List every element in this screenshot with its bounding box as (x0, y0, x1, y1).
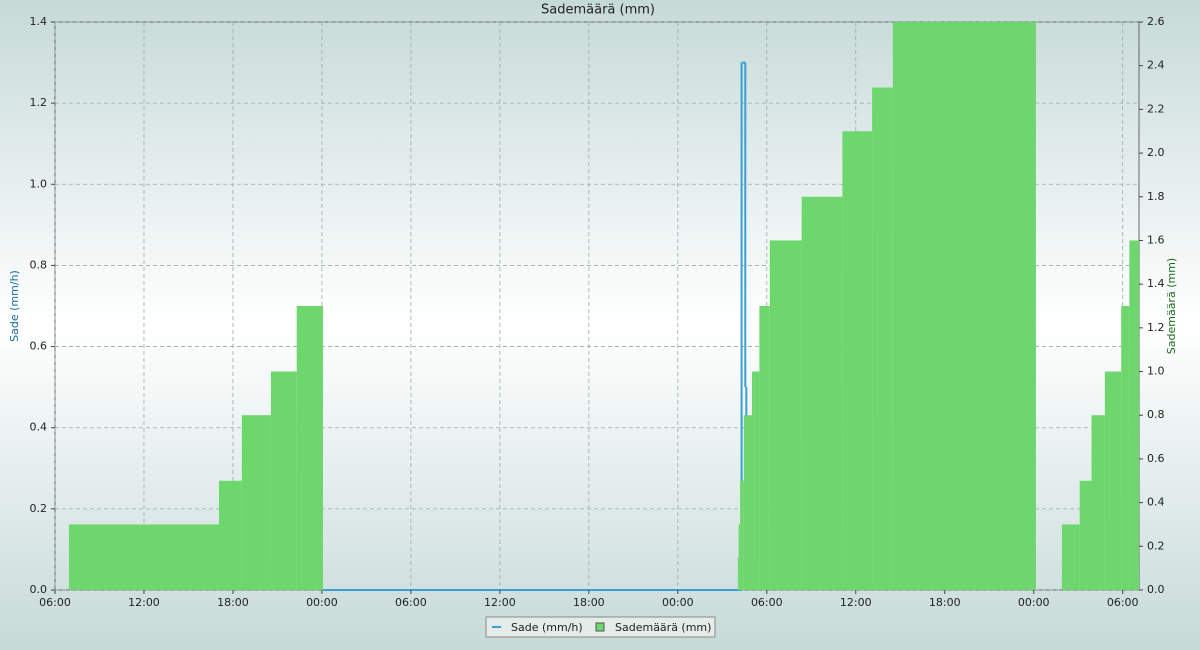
y-tick-label: 1.4 (30, 15, 48, 28)
y-tick-label: 0.4 (30, 421, 48, 434)
y-tick-label: 0.8 (30, 258, 48, 271)
y2-tick-label: 0.0 (1147, 583, 1165, 596)
y2-tick-label: 2.0 (1147, 146, 1165, 159)
area-step (68, 524, 220, 590)
y-axis-label: Sade (mm/h) (8, 270, 21, 342)
x-tick-label: 12:00 (484, 596, 516, 609)
y-tick-label: 1.0 (30, 177, 48, 190)
series-layer (68, 22, 1139, 591)
area-step (1129, 240, 1139, 590)
area-step (842, 131, 873, 590)
x-tick-label: 12:00 (128, 596, 160, 609)
area-step (892, 22, 1036, 590)
x-tick-label: 18:00 (217, 596, 249, 609)
y2-tick-label: 0.8 (1147, 408, 1165, 421)
area-step (241, 415, 271, 590)
x-tick-label: 18:00 (929, 596, 961, 609)
area-step (769, 240, 802, 590)
area-step (737, 557, 739, 590)
area-step (270, 371, 297, 590)
x-tick-label: 06:00 (39, 596, 71, 609)
y2-axis-label: Sademäärä (mm) (1165, 258, 1178, 354)
x-tick-label: 18:00 (573, 596, 605, 609)
x-tick-label: 06:00 (395, 596, 427, 609)
area-step (1104, 371, 1122, 590)
y-tick-label: 0.2 (30, 502, 48, 515)
y-tick-label: 0.6 (30, 340, 48, 353)
y2-tick-label: 0.6 (1147, 452, 1165, 465)
area-step (1121, 306, 1130, 590)
x-tick-label: 06:00 (1107, 596, 1139, 609)
area-step (743, 415, 752, 590)
area-step (751, 371, 760, 590)
x-tick-label: 00:00 (662, 596, 694, 609)
y2-tick-label: 2.4 (1147, 59, 1165, 72)
area-step (801, 196, 843, 590)
axes: 0.0 0.2 0.4 0.6 0.8 1.0 1.2 1.4 0.0 0.2 0.4 0.6 0.8 1… (30, 15, 1165, 634)
x-tick-label: 00:00 (1018, 596, 1050, 609)
legend-swatch (595, 622, 605, 632)
y2-tick-label: 1.4 (1147, 277, 1165, 290)
y2-tick-label: 1.8 (1147, 190, 1165, 203)
x-tick-label: 00:00 (306, 596, 338, 609)
y2-tick-label: 1.2 (1147, 321, 1165, 334)
y2-tick-label: 0.4 (1147, 496, 1165, 509)
y-tick-label: 0.0 (30, 583, 48, 596)
y2-tick-label: 1.0 (1147, 365, 1165, 378)
area-step (296, 306, 323, 590)
area-step (740, 480, 744, 590)
legend-label: Sademäärä (mm) (615, 621, 711, 634)
y2-tick-label: 2.6 (1147, 15, 1165, 28)
x-tick-label: 12:00 (840, 596, 872, 609)
area-step (759, 306, 770, 590)
area-step (1061, 524, 1080, 590)
y-tick-label: 1.2 (30, 96, 48, 109)
y2-tick-label: 0.2 (1147, 539, 1165, 552)
chart-title: Sademäärä (mm) (541, 3, 655, 18)
area-step (219, 480, 242, 590)
legend-label: Sade (mm/h) (511, 621, 583, 634)
y2-tick-label: 1.6 (1147, 233, 1165, 246)
area-step (738, 524, 741, 590)
area-step (872, 87, 893, 591)
x-tick-label: 06:00 (751, 596, 783, 609)
area-step (1091, 415, 1105, 590)
y2-tick-label: 2.2 (1147, 102, 1165, 115)
area-step (1079, 480, 1092, 590)
